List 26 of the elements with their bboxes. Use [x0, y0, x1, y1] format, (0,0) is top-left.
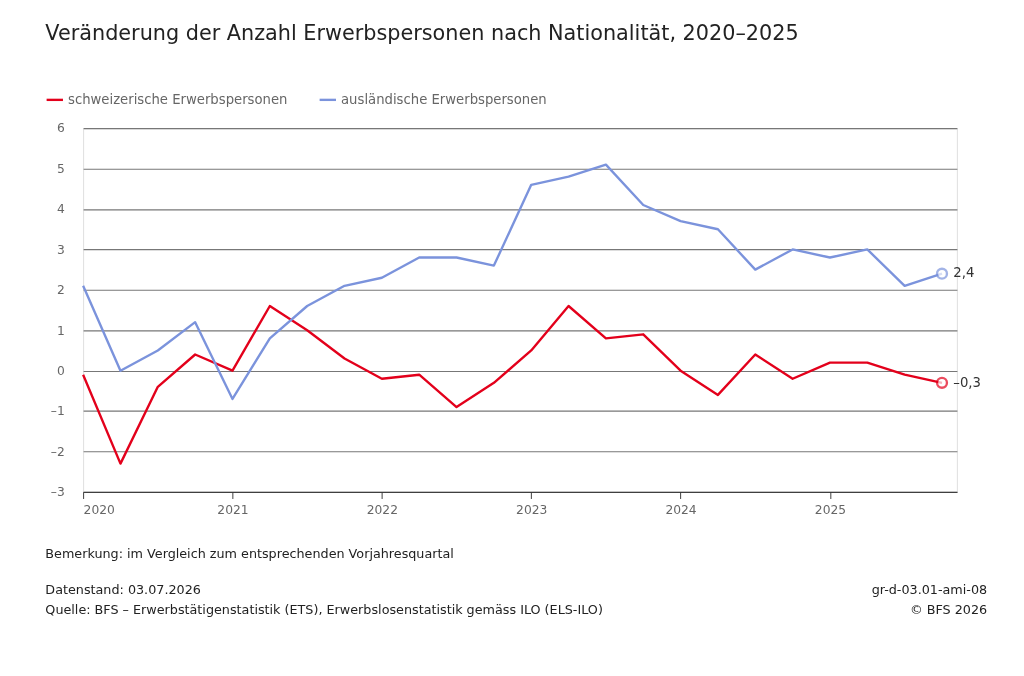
- x-tick-label: 2023: [516, 503, 548, 518]
- y-tick-label: 3: [56, 242, 65, 257]
- data-label: 2,4: [953, 265, 975, 281]
- x-tick-label: 2022: [366, 503, 398, 518]
- source-note: Quelle: BFS – Erwerbstätigenstatistik (ETS), Erwerbslosenstatistik gemäss ILO (ELS-ILO): [45, 601, 603, 617]
- text: Datenstand: 03.07.2026: [45, 581, 201, 597]
- y-tick-label: –1: [50, 404, 65, 419]
- y-tick-label: 5: [56, 161, 65, 176]
- x-tick-label: 2025: [814, 503, 847, 518]
- x-tick-label: 2024: [665, 503, 697, 518]
- legend-label: ausländische Erwerbspersonen: [341, 91, 547, 107]
- text: gr-d-03.01-ami-08: [871, 581, 988, 597]
- y-tick-label: 6: [56, 121, 65, 136]
- y-tick-label: –3: [50, 485, 65, 500]
- y-tick-label: 2: [56, 283, 65, 298]
- data-label: –0,3: [953, 374, 981, 390]
- y-tick-label: 1: [56, 323, 65, 338]
- legend-label: schweizerische Erwerbspersonen: [68, 91, 288, 107]
- y-tick-label: 0: [56, 363, 65, 378]
- y-tick-label: 4: [56, 202, 65, 217]
- text: © BFS 2026: [909, 601, 988, 617]
- y-tick-label: –2: [50, 444, 65, 459]
- text: Bemerkung: im Vergleich zum entsprechenden Vorjahresquartal: [45, 546, 454, 562]
- x-tick-label: 2020: [83, 503, 115, 518]
- x-tick-label: 2021: [217, 503, 249, 518]
- chart-title: Veränderung der Anzahl Erwerbspersonen nach Nationalität, 2020–2025: [45, 21, 799, 46]
